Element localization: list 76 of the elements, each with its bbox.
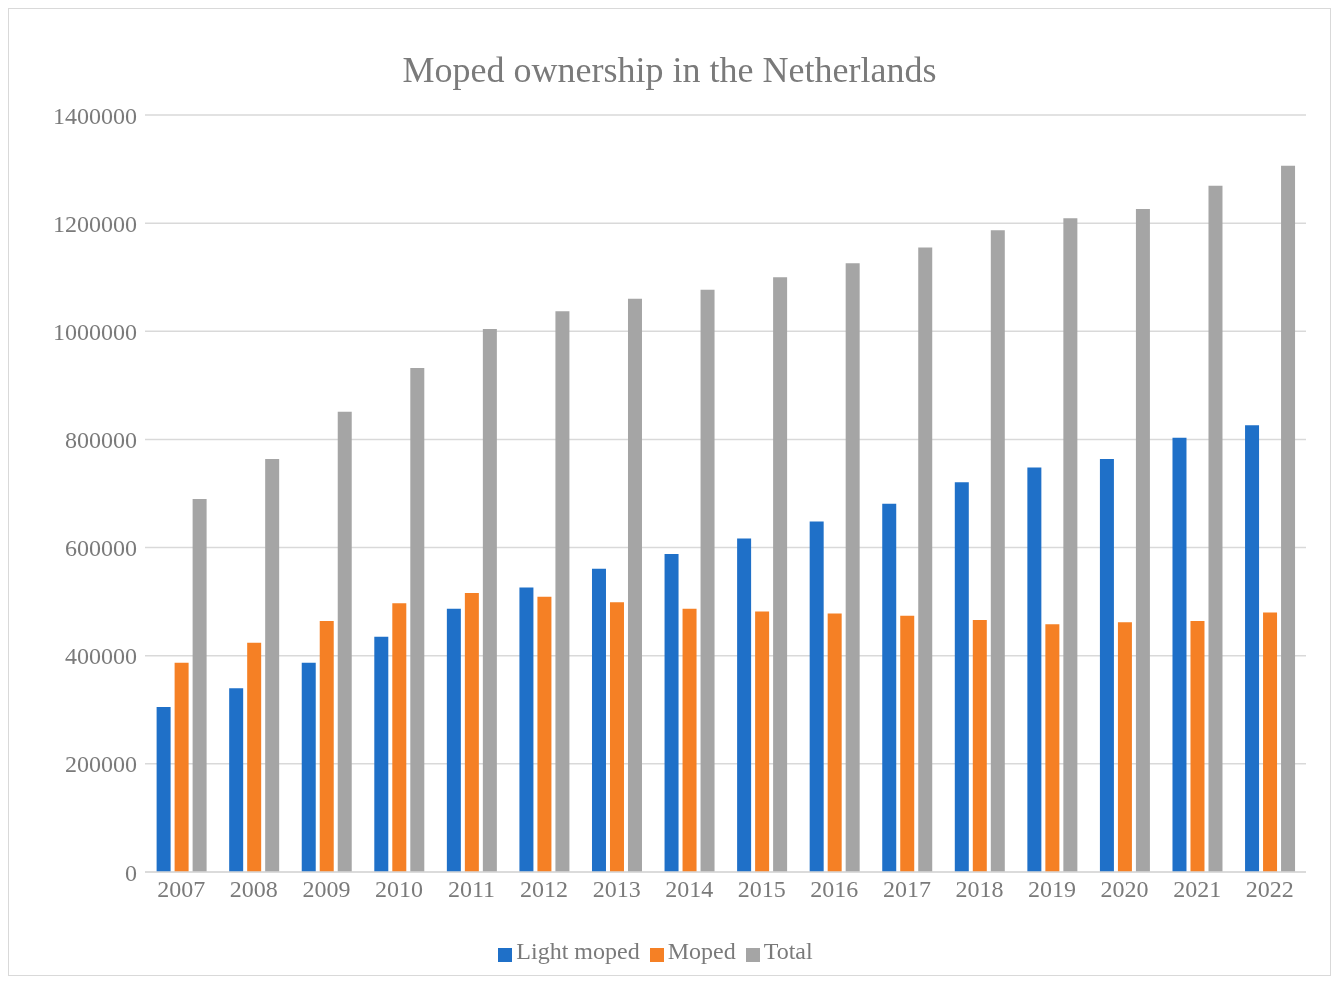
bar: [682, 608, 697, 872]
x-tick-label: 2014: [665, 876, 714, 903]
x-tick-label: 2022: [1245, 876, 1294, 903]
y-tick-label: 1000000: [53, 318, 137, 345]
y-tick-label: 1400000: [53, 102, 137, 129]
bar: [700, 289, 715, 872]
bar: [1099, 458, 1114, 872]
legend-label: Total: [763, 938, 813, 964]
y-tick-label: 600000: [65, 535, 137, 562]
bar: [1135, 209, 1150, 872]
bar: [1117, 622, 1132, 872]
bar: [1190, 621, 1205, 872]
bar: [827, 613, 842, 872]
bar: [900, 615, 915, 872]
bar: [809, 521, 824, 872]
bar: [1045, 624, 1060, 872]
x-tick-label: 2021: [1173, 876, 1222, 903]
x-tick-label: 2007: [157, 876, 206, 903]
x-tick-label: 2009: [302, 876, 351, 903]
y-tick-label: 1200000: [53, 210, 137, 237]
bar: [337, 411, 352, 872]
x-tick-label: 2017: [882, 876, 931, 903]
x-tick-label: 2013: [592, 876, 641, 903]
bar: [555, 311, 570, 872]
bar: [918, 247, 933, 872]
bar: [954, 482, 969, 872]
legend-label: Light moped: [516, 938, 640, 964]
x-tick-label: 2019: [1028, 876, 1077, 903]
bar: [174, 662, 189, 872]
bar: [301, 662, 316, 872]
bar: [755, 611, 770, 872]
bar: [737, 538, 752, 872]
bar: [882, 503, 897, 872]
bar: [392, 603, 407, 872]
bar: [1063, 218, 1078, 872]
bar: [773, 277, 788, 872]
bar: [156, 707, 171, 872]
x-tick-label: 2008: [229, 876, 278, 903]
bar: [972, 620, 987, 872]
bar: [627, 298, 642, 872]
bar: [1208, 185, 1223, 872]
bar: [845, 263, 860, 872]
bar: [1172, 437, 1187, 872]
y-tick-label: 800000: [65, 426, 137, 453]
bar: [482, 329, 497, 872]
bar: [990, 230, 1005, 872]
bar: [609, 602, 624, 872]
x-tick-label: 2018: [955, 876, 1004, 903]
bar: [374, 636, 389, 872]
x-tick-label: 2011: [447, 876, 496, 903]
bar: [1027, 467, 1042, 872]
legend-label: Moped: [667, 938, 736, 964]
bar: [265, 458, 280, 872]
y-tick-label: 400000: [65, 643, 137, 670]
bar: [319, 621, 334, 872]
x-tick-label: 2020: [1100, 876, 1149, 903]
bar: [591, 568, 606, 872]
y-tick-label: 200000: [65, 751, 137, 778]
x-tick-label: 2015: [737, 876, 786, 903]
y-tick-label: 0: [125, 859, 137, 886]
x-tick-label: 2016: [810, 876, 859, 903]
bar: [1281, 165, 1296, 872]
x-tick-label: 2010: [374, 876, 423, 903]
bar: [229, 688, 244, 872]
bar: [519, 587, 534, 872]
bar: [1263, 612, 1278, 872]
bar: [537, 596, 552, 872]
bar: [192, 498, 207, 872]
chart-title: Moped ownership in the Netherlands: [401, 49, 938, 92]
bar: [410, 368, 425, 872]
bar: [247, 642, 262, 872]
x-tick-label: 2012: [520, 876, 569, 903]
bar: [664, 554, 679, 872]
bar: [1245, 425, 1260, 872]
bar: [464, 592, 479, 872]
bar: [446, 608, 461, 872]
